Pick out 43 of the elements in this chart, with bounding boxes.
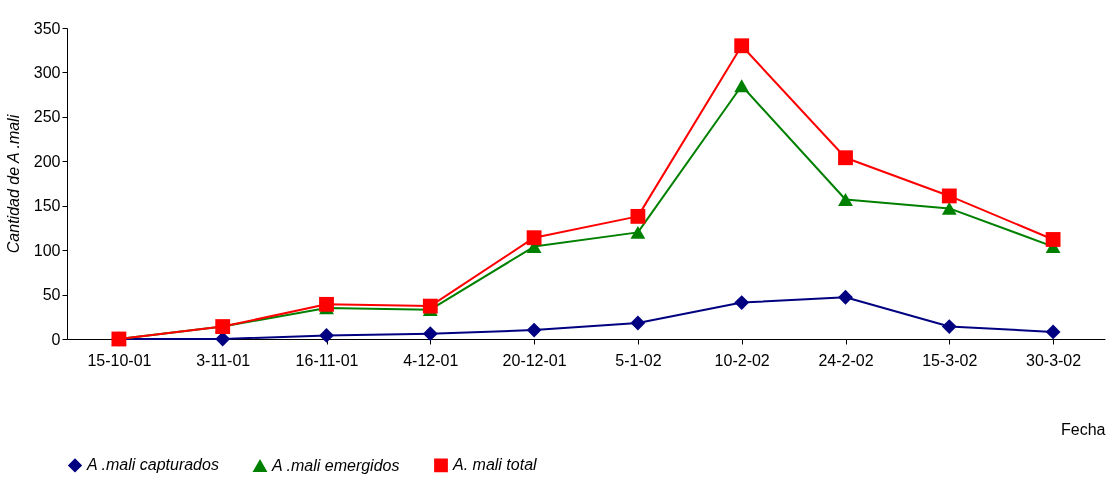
x-tick-label: 16-11-01 (295, 351, 359, 369)
x-tick-label: 10-2-02 (714, 351, 770, 369)
point (734, 38, 750, 54)
point (630, 225, 646, 239)
x-tick-label: 24-2-02 (818, 351, 874, 369)
legend-label: A .mali capturados (86, 456, 219, 474)
x-tick-label: 3-11-01 (196, 351, 251, 369)
point (941, 319, 957, 334)
point (838, 150, 853, 166)
point (838, 289, 853, 305)
legend-label: A. mali total (452, 456, 538, 474)
y-axis-title: Cantidad de A .mali (4, 114, 22, 254)
y-tick-label: 50 (42, 286, 61, 304)
y-tick-label: 100 (33, 241, 61, 259)
point (734, 295, 750, 310)
y-tick-label: 0 (51, 330, 61, 348)
y-tick-label: 250 (33, 108, 61, 126)
point (1045, 324, 1061, 340)
point (630, 315, 646, 331)
x-tick-label: 15-10-01 (87, 351, 152, 369)
x-tick-label: 5-1-02 (615, 351, 662, 369)
y-tick-label: 200 (33, 152, 61, 170)
point (1045, 232, 1061, 247)
point (838, 193, 853, 206)
x-tick-label: 15-3-02 (922, 351, 978, 369)
point (319, 296, 334, 312)
point (734, 79, 750, 93)
point (941, 201, 957, 215)
x-tick-label: 20-12-01 (502, 351, 567, 369)
point (422, 326, 438, 342)
legend-label: A .mali emergidos (271, 456, 400, 474)
x-tick-label: 4-12-01 (403, 351, 459, 369)
y-tick-label: 300 (33, 63, 61, 81)
x-axis-title: Fecha (1061, 420, 1106, 438)
point (422, 298, 438, 314)
x-tick-label: 30-3-02 (1026, 351, 1082, 369)
point (941, 188, 957, 204)
point (630, 208, 646, 224)
point (526, 322, 542, 338)
point (526, 230, 542, 246)
y-tick-label: 350 (33, 19, 61, 37)
y-tick-label: 150 (33, 197, 61, 215)
point (319, 328, 334, 343)
